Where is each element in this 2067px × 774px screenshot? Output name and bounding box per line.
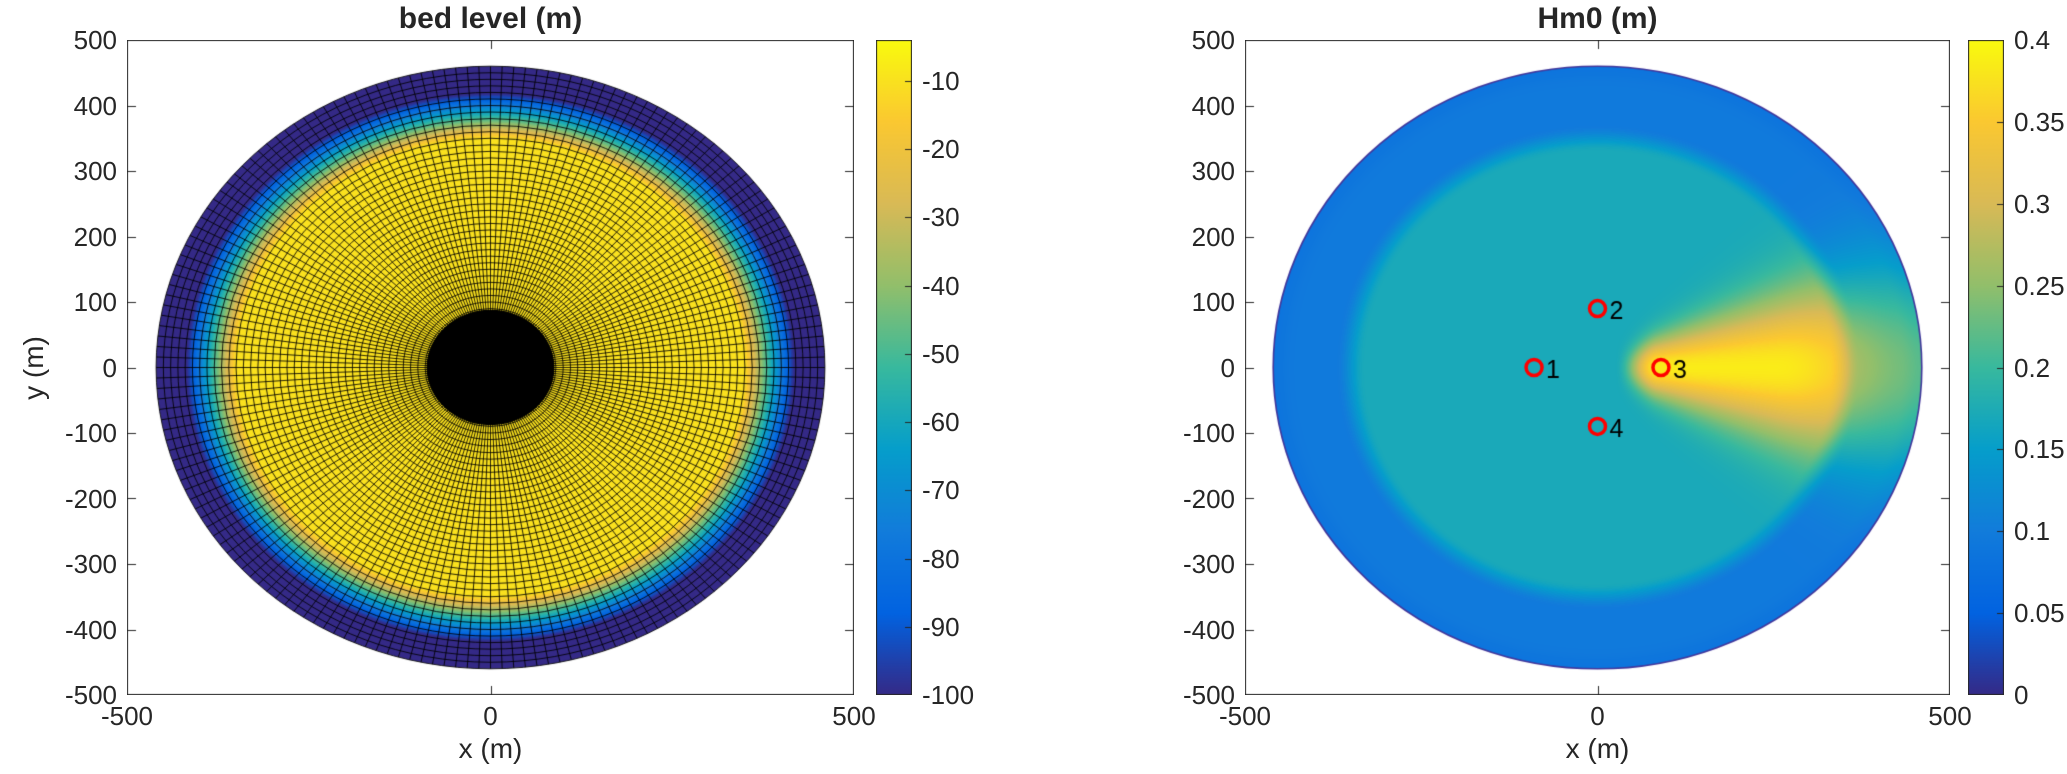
y-tick-label: -300	[1182, 549, 1235, 579]
colorbar-tick-label: 0.1	[2014, 516, 2051, 547]
y-tick-label: 300	[1191, 156, 1235, 186]
y-tick-label: -500	[64, 680, 117, 710]
y-tick-label: -400	[1182, 614, 1235, 645]
x-tick-label: 0	[483, 701, 498, 731]
y-tick-label: -400	[64, 614, 117, 645]
colorbar-tick-label: -90	[922, 611, 960, 642]
x-tick-label: 500	[832, 701, 876, 731]
colorbar-tick-label: 0.2	[2014, 352, 2051, 383]
colorbar-tick-label: 0.4	[2014, 25, 2051, 55]
colorbar-tick-label: 0.35	[2014, 106, 2065, 137]
y-tick-label: 500	[73, 25, 117, 55]
y-tick-label: -300	[64, 549, 117, 579]
bed-level-heatmap	[127, 40, 854, 695]
colorbar-tick-label: -70	[922, 475, 960, 506]
colorbar-tick-label: -10	[922, 65, 960, 96]
y-tick-label: 200	[73, 221, 117, 252]
y-tick-label: -500	[1182, 680, 1235, 710]
colorbar-tick-label: 0.05	[2014, 598, 2065, 629]
y-tick-label: 100	[1191, 287, 1235, 317]
y-tick-label: -100	[1182, 418, 1235, 448]
left-y-axis-label: y (m)	[18, 335, 49, 400]
y-tick-label: -200	[64, 483, 117, 514]
colorbar-tick-label: -40	[922, 270, 960, 301]
y-tick-label: 400	[1191, 90, 1235, 121]
colorbar-tick-label: 0.15	[2014, 434, 2065, 465]
y-tick-label: 500	[1191, 25, 1235, 55]
x-tick-label: -500	[1218, 701, 1272, 731]
colorbar-tick-label: -20	[922, 134, 960, 165]
x-tick-label: -500	[100, 701, 154, 731]
colorbar-tick-label: -30	[922, 202, 960, 233]
hm0-colorbar	[1968, 40, 2004, 695]
colorbar-tick-label: -100	[922, 680, 975, 710]
y-tick-label: 300	[73, 156, 117, 186]
colorbar-tick-label: -80	[922, 543, 960, 574]
y-tick-label: 0	[1220, 352, 1235, 383]
right-plot-title: Hm0 (m)	[1537, 2, 1658, 35]
colorbar-tick-label: 0	[2014, 680, 2029, 710]
left-plot-title: bed level (m)	[398, 2, 583, 35]
y-tick-label: -100	[64, 418, 117, 448]
x-tick-label: 500	[1928, 701, 1972, 731]
colorbar-tick-label: -50	[922, 338, 960, 369]
x-tick-label: 0	[1590, 701, 1605, 731]
colorbar-tick-label: 0.25	[2014, 270, 2065, 301]
right-x-axis-label: x (m)	[1565, 733, 1630, 764]
y-tick-label: 200	[1191, 221, 1235, 252]
y-tick-label: -200	[1182, 483, 1235, 514]
colorbar-tick-label: -60	[922, 407, 960, 438]
colorbar-tick-label: 0.3	[2014, 188, 2051, 219]
hm0-heatmap	[1245, 40, 1950, 695]
bed-level-colorbar	[876, 40, 912, 695]
y-tick-label: 100	[73, 287, 117, 317]
y-tick-label: 400	[73, 90, 117, 121]
left-x-axis-label: x (m)	[458, 733, 523, 764]
